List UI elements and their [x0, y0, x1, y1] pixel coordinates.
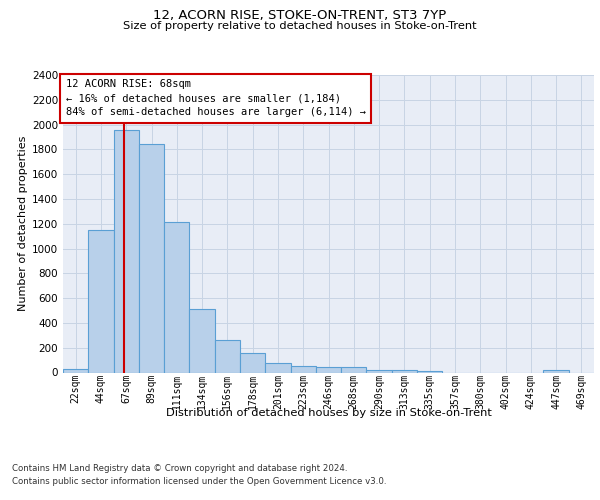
Bar	[392, 370, 417, 372]
Bar	[88, 230, 113, 372]
Text: Contains public sector information licensed under the Open Government Licence v3: Contains public sector information licen…	[12, 478, 386, 486]
Bar	[190, 308, 215, 372]
Bar	[164, 222, 190, 372]
Y-axis label: Number of detached properties: Number of detached properties	[18, 136, 28, 312]
Bar	[265, 362, 290, 372]
Text: 12, ACORN RISE, STOKE-ON-TRENT, ST3 7YP: 12, ACORN RISE, STOKE-ON-TRENT, ST3 7YP	[154, 9, 446, 22]
Bar	[544, 370, 569, 372]
Bar	[367, 370, 392, 372]
Text: Size of property relative to detached houses in Stoke-on-Trent: Size of property relative to detached ho…	[123, 21, 477, 31]
Bar	[290, 366, 316, 372]
Text: Contains HM Land Registry data © Crown copyright and database right 2024.: Contains HM Land Registry data © Crown c…	[12, 464, 347, 473]
Text: 12 ACORN RISE: 68sqm
← 16% of detached houses are smaller (1,184)
84% of semi-de: 12 ACORN RISE: 68sqm ← 16% of detached h…	[65, 80, 365, 118]
Bar	[113, 130, 139, 372]
Bar	[417, 370, 442, 372]
Text: Distribution of detached houses by size in Stoke-on-Trent: Distribution of detached houses by size …	[166, 408, 492, 418]
Bar	[316, 367, 341, 372]
Bar	[240, 354, 265, 372]
Bar	[139, 144, 164, 372]
Bar	[215, 340, 240, 372]
Bar	[341, 368, 367, 372]
Bar	[63, 369, 88, 372]
